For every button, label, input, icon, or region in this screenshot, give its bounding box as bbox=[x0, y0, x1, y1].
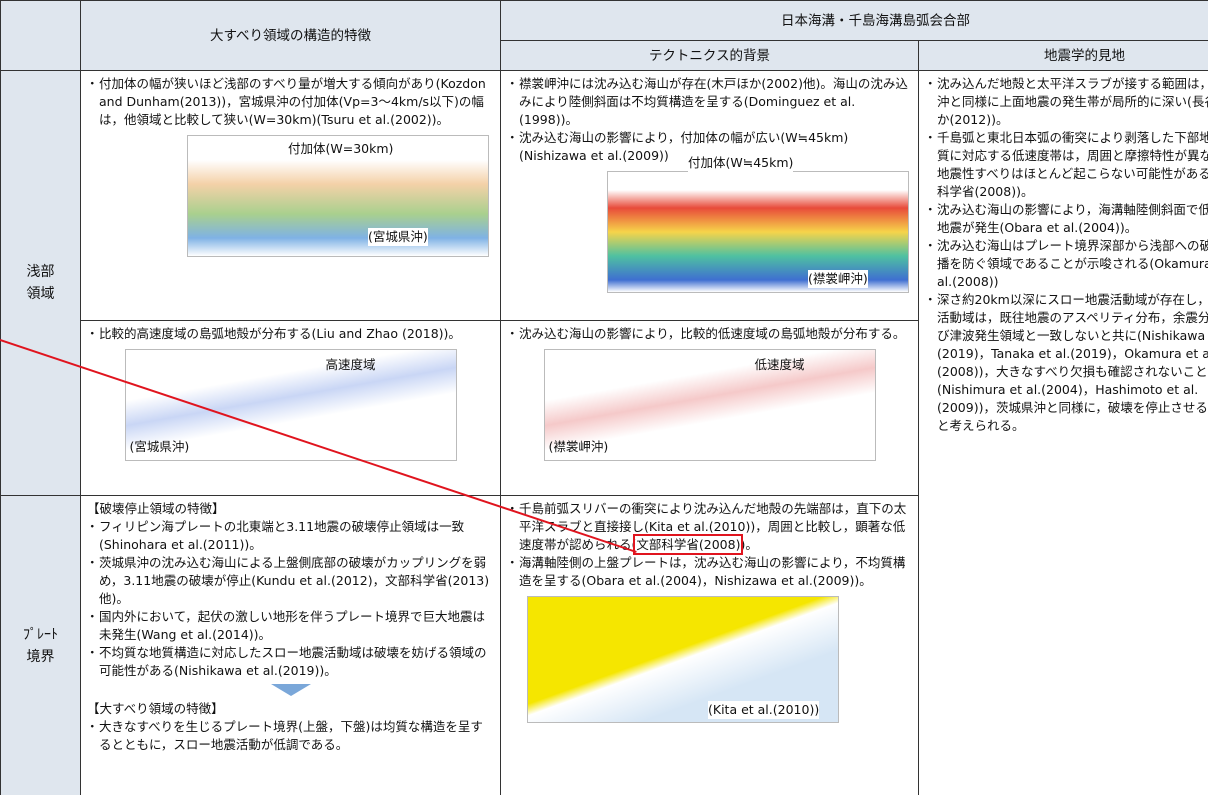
text: )。 bbox=[740, 537, 758, 552]
header: テクトニクス的背景 bbox=[500, 40, 919, 71]
header: 地震学的見地 bbox=[918, 40, 1208, 71]
figure-label: (Kita et al.(2010)) bbox=[708, 701, 820, 719]
figure: 高速度域 (宮城県沖) bbox=[124, 349, 457, 461]
bullet-list: 海溝軸陸側の上盤プレートは，沈み込む海山の影響により，不均質構造を呈する(Oba… bbox=[506, 554, 912, 590]
header: 大すべり領域の構造的特徴 bbox=[80, 0, 501, 71]
figure-label: 高速度域 bbox=[325, 357, 376, 372]
bullet: 千島弧と東北日本弧の衝突により剥落した下部地殻物質に対応する低速度帯は，周囲と摩… bbox=[924, 129, 1208, 201]
bullet-list: 大きなすべりを生じるプレート境界(上盤，下盤)は均質な構造を呈するとともに，スロ… bbox=[86, 718, 494, 754]
cell: 比較的高速度域の島弧地殻が分布する(Liu and Zhao (2018))。 … bbox=[80, 320, 501, 496]
bullet-list: 千島前弧スリバーの衝突により沈み込んだ地殻の先端部は，直下の太平洋スラブと直接接… bbox=[506, 500, 912, 555]
bullet: 沈み込む海山はプレート境界深部から浅部への破壊伝播を防ぐ領域であることが示唆され… bbox=[924, 237, 1208, 291]
bullet-list: 襟裳岬沖には沈み込む海山が存在(木戸ほか(2002)他)。海山の沈み込みにより陸… bbox=[506, 75, 912, 165]
bullet: 大きなすべりを生じるプレート境界(上盤，下盤)は均質な構造を呈するとともに，スロ… bbox=[86, 718, 494, 754]
cell: 付加体の幅が狭いほど浅部のすべり量が増大する傾向があり(Kozdon and D… bbox=[80, 70, 501, 321]
cell: 千島前弧スリバーの衝突により沈み込んだ地殻の先端部は，直下の太平洋スラブと直接接… bbox=[500, 495, 919, 795]
figure: (Kita et al.(2010)) bbox=[527, 596, 839, 723]
cell: 沈み込んだ地殻と太平洋スラブが接する範囲は，房総沖と同様に上面地震の発生帯が局所… bbox=[918, 70, 1208, 795]
bullet: 国内外において，起伏の激しい地形を伴うプレート境界で巨大地震は未発生(Wang … bbox=[86, 608, 494, 644]
bullet: 付加体の幅が狭いほど浅部のすべり量が増大する傾向があり(Kozdon and D… bbox=[86, 75, 494, 129]
bullet: 千島前弧スリバーの衝突により沈み込んだ地殻の先端部は，直下の太平洋スラブと直接接… bbox=[506, 500, 912, 555]
bullet: 沈み込む海山の影響により，海溝軸陸側斜面で低周波地震が発生(Obara et a… bbox=[924, 201, 1208, 237]
bullet: 襟裳岬沖には沈み込む海山が存在(木戸ほか(2002)他)。海山の沈み込みにより陸… bbox=[506, 75, 912, 129]
bullet: 不均質な地質構造に対応したスロー地震活動域は破壊を妨げる領域の可能性がある(Ni… bbox=[86, 644, 494, 680]
figure-label: 低速度域 bbox=[754, 357, 805, 372]
row-label: ﾌﾟﾚｰﾄ 境界 bbox=[0, 495, 81, 795]
bullet: 海溝軸陸側の上盤プレートは，沈み込む海山の影響により，不均質構造を呈する(Oba… bbox=[506, 554, 912, 590]
figure: 低速度域 (襟裳岬沖) bbox=[543, 349, 876, 461]
highlight: 文部科学省(2008) bbox=[633, 534, 744, 555]
bullet: 沈み込む海山の影響により，比較的低速度域の島弧地殻が分布する。 bbox=[506, 325, 912, 343]
section-heading: 【破壊停止領域の特徴】 bbox=[87, 501, 225, 516]
bullet-list: 沈み込む海山の影響により，比較的低速度域の島弧地殻が分布する。 bbox=[506, 325, 912, 343]
header: 日本海溝・千島海溝島弧会合部 bbox=[500, 0, 1208, 41]
figure-label: 付加体(W≒45km) bbox=[688, 154, 794, 172]
section-heading: 【大すべり領域の特徴】 bbox=[87, 701, 224, 716]
figure-label: (宮城県沖) bbox=[368, 228, 428, 246]
corner-cell bbox=[0, 0, 81, 71]
bullet: 深さ約20km以深にスロー地震活動域が存在し，その活動域は，既往地震のアスペリテ… bbox=[924, 291, 1208, 435]
bullet: 沈み込んだ地殻と太平洋スラブが接する範囲は，房総沖と同様に上面地震の発生帯が局所… bbox=[924, 75, 1208, 129]
bullet-list: 付加体の幅が狭いほど浅部のすべり量が増大する傾向があり(Kozdon and D… bbox=[86, 75, 494, 129]
cell: 沈み込む海山の影響により，比較的低速度域の島弧地殻が分布する。 低速度域 (襟裳… bbox=[500, 320, 919, 496]
bullet-list: フィリピン海プレートの北東端と3.11地震の破壊停止領域は一致(Shinohar… bbox=[86, 518, 494, 680]
arrow-icon bbox=[270, 684, 311, 696]
cell: 襟裳岬沖には沈み込む海山が存在(木戸ほか(2002)他)。海山の沈み込みにより陸… bbox=[500, 70, 919, 321]
bullet-list: 比較的高速度域の島弧地殻が分布する(Liu and Zhao (2018))。 bbox=[86, 325, 494, 343]
bullet: フィリピン海プレートの北東端と3.11地震の破壊停止領域は一致(Shinohar… bbox=[86, 518, 494, 554]
figure-label: (襟裳岬沖) bbox=[548, 439, 609, 454]
figure-label: (宮城県沖) bbox=[129, 439, 190, 454]
bullet: 沈み込む海山の影響により，付加体の幅が広い(W≒45km)(Nishizawa … bbox=[506, 129, 912, 165]
figure: 付加体(W=30km) (宮城県沖) bbox=[187, 135, 489, 257]
row-label: 浅部 領域 bbox=[0, 70, 81, 496]
cell: 【破壊停止領域の特徴】 フィリピン海プレートの北東端と3.11地震の破壊停止領域… bbox=[80, 495, 501, 795]
bullet: 茨城県沖の沈み込む海山による上盤側底部の破壊がカップリングを弱め，3.11地震の… bbox=[86, 554, 494, 608]
figure-label: (襟裳岬沖) bbox=[808, 270, 868, 288]
figure: 付加体(W≒45km) (襟裳岬沖) bbox=[607, 154, 909, 293]
figure-label: 付加体(W=30km) bbox=[288, 141, 394, 156]
bullet-list: 沈み込んだ地殻と太平洋スラブが接する範囲は，房総沖と同様に上面地震の発生帯が局所… bbox=[924, 75, 1208, 435]
bullet: 比較的高速度域の島弧地殻が分布する(Liu and Zhao (2018))。 bbox=[86, 325, 494, 343]
